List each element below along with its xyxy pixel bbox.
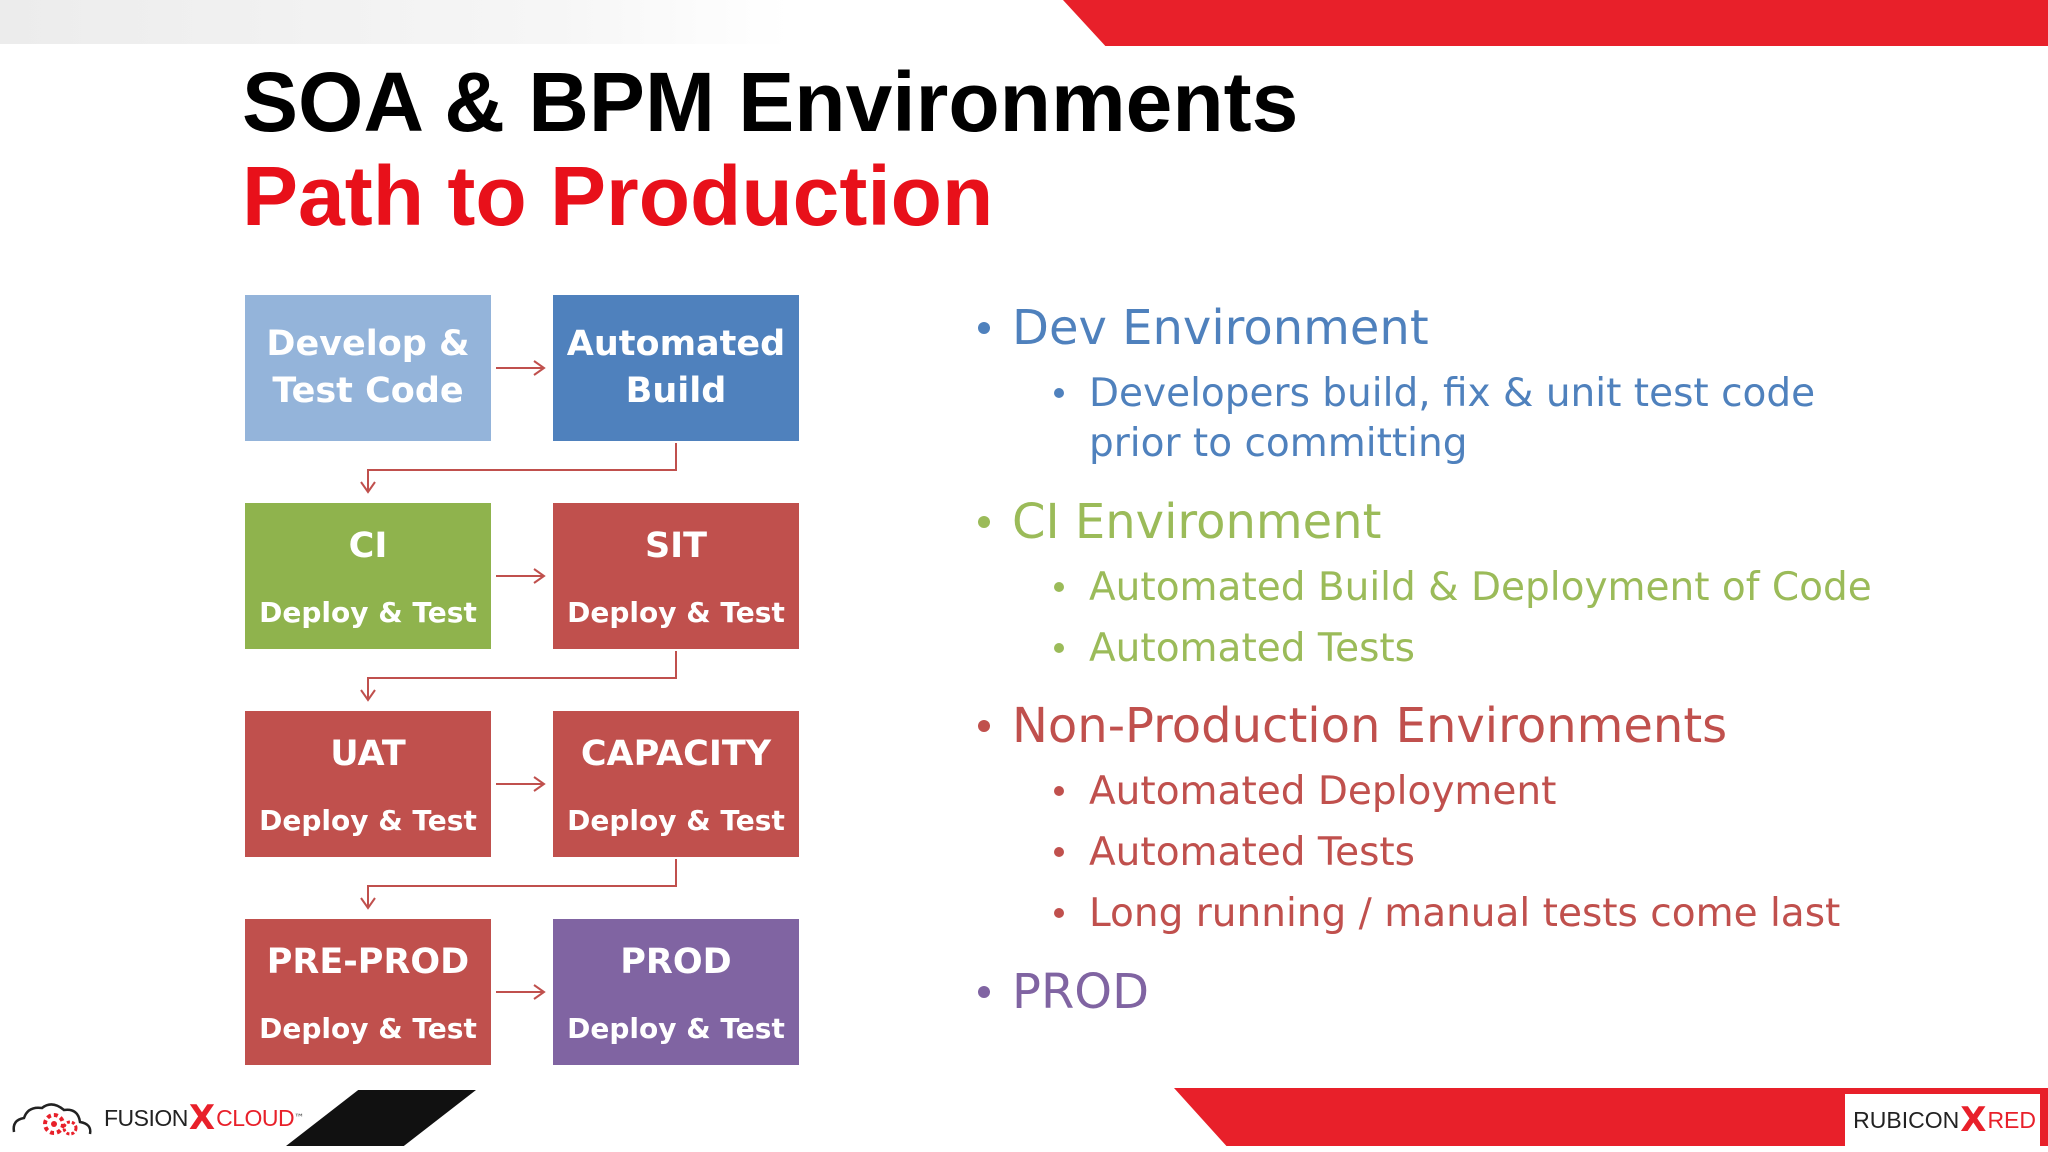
slide-title: SOA & BPM Environments [242, 55, 1299, 149]
bullet-nonprod-item-1: Automated Deployment [1089, 769, 1557, 814]
elbow-capacity-to-preprod [360, 859, 677, 910]
ci-name: CI [348, 525, 388, 566]
uat-box: UAT Deploy & Test [245, 711, 491, 857]
bullet-dot [1054, 388, 1064, 398]
top-grey-band [0, 0, 790, 44]
bullet-dot [978, 516, 990, 528]
bullet-dev-heading: Dev Environment [1012, 300, 1429, 356]
prod-sub: Deploy & Test [567, 1011, 785, 1045]
sit-sub: Deploy & Test [567, 595, 785, 629]
ci-box: CI Deploy & Test [245, 503, 491, 649]
bullet-dot [1054, 847, 1064, 857]
top-red-band [1063, 0, 2048, 46]
logo-right-x: X [1960, 1100, 1987, 1140]
build-box: Automated Build [553, 295, 799, 441]
logo-right-part2: RED [1987, 1106, 2036, 1133]
capacity-box: CAPACITY Deploy & Test [553, 711, 799, 857]
bullet-dev-item-2: prior to committing [1089, 421, 1468, 466]
bullet-prod-heading: PROD [1012, 964, 1150, 1020]
sit-name: SIT [644, 525, 708, 566]
uat-sub: Deploy & Test [259, 803, 477, 837]
prod-box: PROD Deploy & Test [553, 919, 799, 1065]
bullet-dot [1054, 643, 1064, 653]
bullet-dot [1054, 786, 1064, 796]
arrow-ci-to-sit [496, 568, 546, 584]
preprod-box: PRE-PROD Deploy & Test [245, 919, 491, 1065]
bullet-dot [1054, 582, 1064, 592]
capacity-name: CAPACITY [580, 733, 772, 774]
preprod-name: PRE-PROD [266, 941, 470, 982]
elbow-build-to-ci [360, 443, 677, 494]
develop-line1: Develop & [266, 324, 470, 364]
fusioncloud-logo: FUSION X CLOUD ™ [8, 1090, 304, 1146]
arrow-preprod-to-prod [496, 984, 546, 1000]
develop-line2: Test Code [272, 371, 464, 411]
slide-subtitle: Path to Production [242, 149, 994, 243]
preprod-sub: Deploy & Test [259, 1011, 477, 1045]
build-line2: Build [625, 371, 727, 411]
bullet-ci-item-1: Automated Build & Deployment of Code [1089, 565, 1872, 610]
bullet-nonprod-heading: Non-Production Environments [1012, 698, 1728, 754]
prod-name: PROD [620, 941, 732, 982]
ci-sub: Deploy & Test [259, 595, 477, 629]
sit-box: SIT Deploy & Test [553, 503, 799, 649]
bullet-dot [1054, 908, 1064, 918]
capacity-sub: Deploy & Test [567, 803, 785, 837]
cloud-gear-icon [12, 1103, 92, 1136]
arrow-uat-to-capacity [496, 776, 546, 792]
bullet-ci-item-2: Automated Tests [1089, 626, 1415, 671]
logo-right-part1: RUBICON [1853, 1106, 1960, 1133]
build-line1: Automated [566, 324, 786, 364]
bullet-dot [978, 322, 990, 334]
bullet-ci-heading: CI Environment [1012, 494, 1382, 550]
bullet-nonprod-item-2: Automated Tests [1089, 830, 1415, 875]
elbow-sit-to-uat [360, 651, 677, 702]
bullet-nonprod-item-3: Long running / manual tests come last [1089, 891, 1841, 936]
logo-left-part2: CLOUD [216, 1104, 295, 1131]
arrow-develop-to-build [496, 360, 546, 376]
rubiconred-logo: RUBICON X RED [1845, 1094, 2040, 1146]
logo-left-x: X [188, 1098, 216, 1138]
develop-box: Develop & Test Code [245, 295, 491, 441]
logo-left-part1: FUSION [104, 1104, 188, 1131]
bullet-dot [978, 986, 990, 998]
bullet-dev-item-1: Developers build, fix & unit test code [1089, 371, 1816, 416]
logo-left-tm: ™ [294, 1112, 305, 1124]
bullet-dot [978, 720, 990, 732]
uat-name: UAT [330, 733, 406, 774]
